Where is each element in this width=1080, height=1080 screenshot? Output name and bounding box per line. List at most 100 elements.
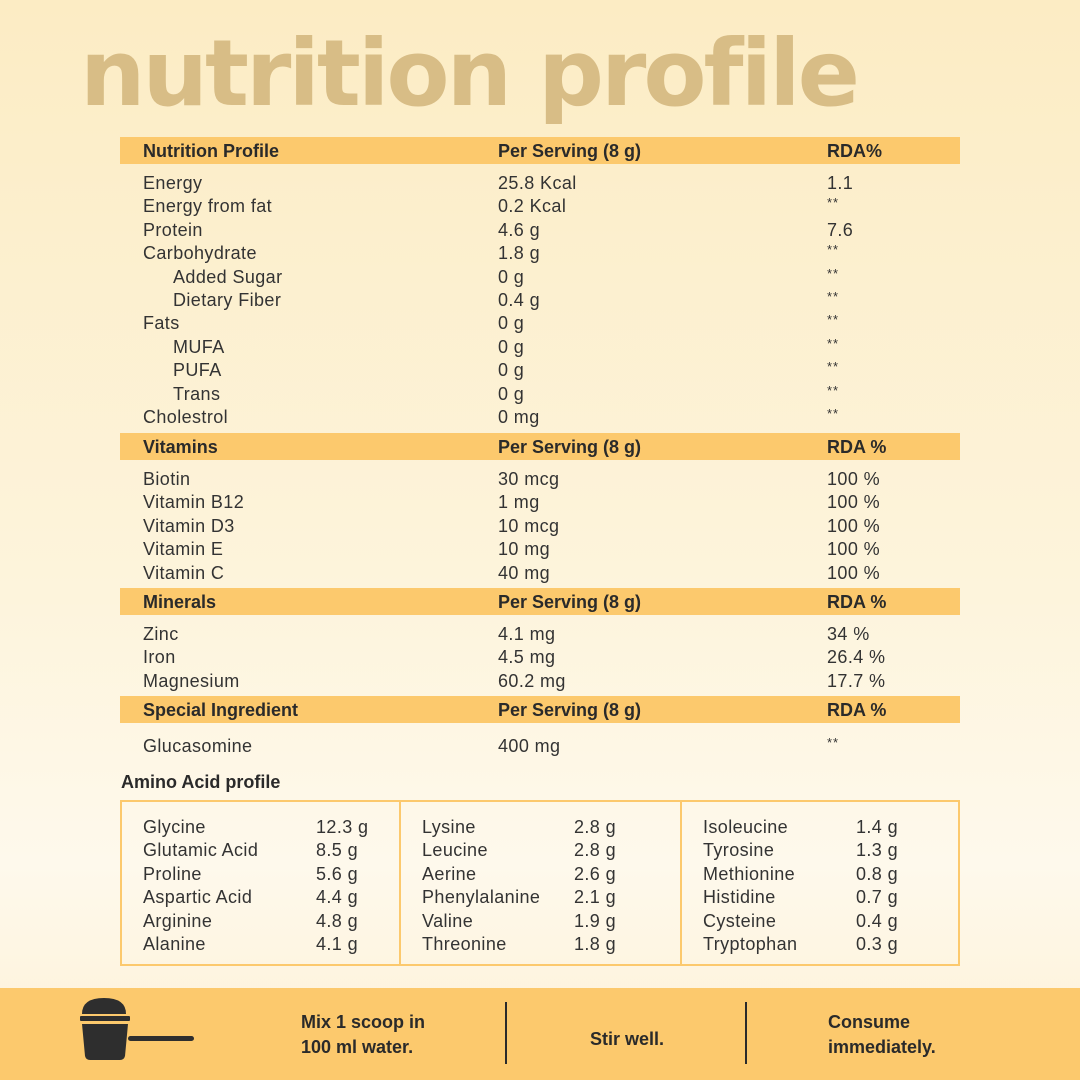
amino-acid-name: Leucine xyxy=(422,840,488,861)
nutrient-name: Fats xyxy=(143,313,180,334)
nutrient-rda: 26.4 % xyxy=(827,647,886,668)
amino-acid-name: Tyrosine xyxy=(703,840,775,861)
nutrient-name: Carbohydrate xyxy=(143,243,257,264)
amino-acid-amount: 4.8 g xyxy=(316,910,359,931)
vitamins-rows: Biotin 30 mcg 100 % Vitamin B12 1 mg 100 % Vit… xyxy=(120,460,960,584)
header-label: Special Ingredient xyxy=(143,700,299,720)
amino-acid-row: Alanine 4.1 g xyxy=(122,932,399,955)
table-row: Biotin 30 mcg 100 % xyxy=(120,467,960,490)
nutrient-amount: 0.4 g xyxy=(498,289,541,310)
amino-acid-row: Methionine 0.8 g xyxy=(682,862,958,885)
amino-acid-name: Isoleucine xyxy=(703,817,789,837)
header-rda: RDA % xyxy=(827,700,887,720)
amino-acid-amount: 0.8 g xyxy=(856,863,899,884)
footer-divider xyxy=(505,1002,507,1064)
nutrient-name: Vitamin D3 xyxy=(143,515,235,536)
amino-acid-name: Lysine xyxy=(422,817,476,837)
nutrient-name: MUFA xyxy=(173,336,225,357)
nutrition-section: Nutrition Profile Per Serving (8 g) RDA%… xyxy=(120,137,960,428)
nutrient-name: Energy from fat xyxy=(143,196,273,217)
header-serving: Per Serving (8 g) xyxy=(498,592,642,612)
nutrient-name: Dietary Fiber xyxy=(173,289,282,310)
step-mix-text: Mix 1 scoop in 100 ml water. xyxy=(301,1010,425,1060)
nutrient-name: Zinc xyxy=(143,624,179,644)
nutrient-rda: 100 % xyxy=(827,469,881,489)
nutrient-rda: ** xyxy=(827,735,840,750)
minerals-rows: Zinc 4.1 mg 34 % Iron 4.5 mg 26.4 % Magnesium 6… xyxy=(120,615,960,692)
amino-acid-amount: 5.6 g xyxy=(316,863,359,884)
amino-acid-name: Cysteine xyxy=(703,910,777,931)
nutrient-name: Iron xyxy=(143,647,176,668)
table-row: Energy 25.8 Kcal 1.1 xyxy=(120,171,960,194)
table-row: Vitamin D3 10 mcg 100 % xyxy=(120,514,960,537)
nutrient-name: Vitamin C xyxy=(143,562,225,583)
nutrient-rda: 100 % xyxy=(827,562,881,583)
amino-acid-name: Phenylalanine xyxy=(422,887,541,908)
step-mix-line2: 100 ml water. xyxy=(301,1037,414,1057)
nutrient-amount: 25.8 Kcal xyxy=(498,173,577,193)
amino-acid-row: Valine 1.9 g xyxy=(401,909,680,932)
amino-acid-row: Glutamic Acid 8.5 g xyxy=(122,838,399,861)
table-row: Protein 4.6 g 7.6 xyxy=(120,218,960,241)
amino-acid-title: Amino Acid profile xyxy=(121,772,281,792)
amino-acid-row: Lysine 2.8 g xyxy=(401,815,680,838)
amino-acid-row: Arginine 4.8 g xyxy=(122,909,399,932)
nutrient-name: Magnesium xyxy=(143,670,240,691)
amino-acid-name: Methionine xyxy=(703,863,796,884)
amino-acid-name: Alanine xyxy=(143,933,206,954)
header-rda: RDA% xyxy=(827,141,883,161)
amino-acid-amount: 1.4 g xyxy=(856,817,899,837)
amino-acid-amount: 2.6 g xyxy=(574,863,617,884)
amino-acid-row: Histidine 0.7 g xyxy=(682,885,958,908)
amino-acid-amount: 1.9 g xyxy=(574,910,617,931)
amino-acid-amount: 1.8 g xyxy=(574,933,617,954)
nutrient-rda: ** xyxy=(827,288,840,304)
nutrient-amount: 10 mcg xyxy=(498,515,560,536)
nutrient-amount: 0 mg xyxy=(498,406,540,427)
nutrient-rda: 1.1 xyxy=(827,173,854,193)
table-row: Magnesium 60.2 mg 17.7 % xyxy=(120,669,960,692)
nutrient-name: Vitamin E xyxy=(143,539,224,560)
nutrient-rda: ** xyxy=(827,312,840,328)
vitamins-header: Vitamins Per Serving (8 g) RDA % xyxy=(120,433,960,460)
table-row: Iron 4.5 mg 26.4 % xyxy=(120,645,960,668)
nutrient-amount: 4.6 g xyxy=(498,219,541,240)
amino-acid-amount: 4.1 g xyxy=(316,933,359,954)
nutrient-rda: ** xyxy=(827,382,840,398)
amino-acid-amount: 1.3 g xyxy=(856,840,899,861)
header-serving: Per Serving (8 g) xyxy=(498,700,642,720)
table-row: Added Sugar 0 g ** xyxy=(120,265,960,288)
amino-column-2: Lysine 2.8 g Leucine 2.8 g Aerine 2.6 g Phenyl… xyxy=(399,802,680,964)
nutrient-amount: 60.2 mg xyxy=(498,670,566,691)
table-row: Vitamin B12 1 mg 100 % xyxy=(120,490,960,513)
amino-acid-row: Aerine 2.6 g xyxy=(401,862,680,885)
amino-acid-amount: 8.5 g xyxy=(316,840,359,861)
header-label: Nutrition Profile xyxy=(143,141,279,161)
nutrient-name: Trans xyxy=(173,383,221,404)
header-rda: RDA % xyxy=(827,592,887,612)
nutrient-amount: 30 mcg xyxy=(498,469,560,489)
table-row: Carbohydrate 1.8 g ** xyxy=(120,241,960,264)
amino-acid-amount: 2.8 g xyxy=(574,817,617,837)
amino-acid-amount: 2.1 g xyxy=(574,887,617,908)
nutrient-name: Biotin xyxy=(143,469,191,489)
scoop-icon xyxy=(78,998,198,1065)
nutrient-amount: 0 g xyxy=(498,313,525,334)
nutrient-rda: ** xyxy=(827,265,840,281)
nutrient-rda: 7.6 xyxy=(827,219,854,240)
special-ingredient-rows: Glucasomine 400 mg ** xyxy=(120,723,960,757)
minerals-section: Minerals Per Serving (8 g) RDA % Zinc 4.1… xyxy=(120,588,960,692)
table-row: Trans 0 g ** xyxy=(120,382,960,405)
amino-acid-name: Aspartic Acid xyxy=(143,887,253,908)
amino-acid-name: Glutamic Acid xyxy=(143,840,259,861)
table-row: Dietary Fiber 0.4 g ** xyxy=(120,288,960,311)
amino-column-1: Glycine 12.3 g Glutamic Acid 8.5 g Proline 5.… xyxy=(122,802,399,964)
amino-acid-row: Glycine 12.3 g xyxy=(122,815,399,838)
amino-acid-row: Tyrosine 1.3 g xyxy=(682,838,958,861)
nutrient-rda: 34 % xyxy=(827,624,870,644)
usage-instructions-bar: Mix 1 scoop in 100 ml water. Stir well. … xyxy=(0,988,1080,1080)
nutrient-amount: 0 g xyxy=(498,266,525,287)
amino-acid-name: Arginine xyxy=(143,910,213,931)
table-row: Energy from fat 0.2 Kcal ** xyxy=(120,194,960,217)
amino-acid-name: Valine xyxy=(422,910,474,931)
